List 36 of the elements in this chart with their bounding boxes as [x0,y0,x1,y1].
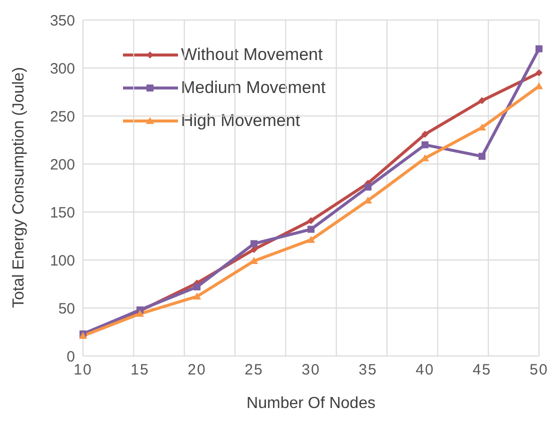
point [193,292,201,300]
y-tick-label: 150 [50,204,75,222]
point [478,152,486,160]
y-tick-label: 100 [50,252,75,270]
point [478,97,486,104]
y-axis-title: Total Energy Consumption (Joule) [10,66,28,308]
point [136,310,144,317]
y-tick-label: 300 [50,60,75,78]
legend-label: High Movement [181,110,300,130]
point [194,283,200,290]
point [364,184,372,191]
x-tick-label: 20 [188,362,206,379]
legend-label: Without Movement [181,44,323,64]
point [308,217,314,224]
point [536,69,542,76]
legend-label: Medium Movement [181,78,326,98]
point [308,226,314,233]
y-tick-label: 200 [50,156,75,174]
point [307,236,315,243]
point [536,45,542,52]
point [422,130,428,138]
x-tick-label: 15 [130,362,150,379]
x-tick-label: 25 [244,362,264,379]
x-tick-label: 45 [472,362,492,379]
x-tick-label: 40 [416,362,434,379]
x-tick-label: 50 [530,362,548,379]
y-tick-label: 0 [66,348,75,366]
x-tick-label: 35 [358,362,378,379]
y-tick-label: 350 [50,12,75,30]
x-axis-title: Number Of Nodes [246,395,376,412]
point [250,240,258,248]
y-tick-label: 250 [50,108,75,126]
x-tick-label: 30 [302,362,320,379]
point [422,141,428,148]
x-tick-label: 10 [74,362,92,379]
y-tick-label: 50 [58,300,75,318]
